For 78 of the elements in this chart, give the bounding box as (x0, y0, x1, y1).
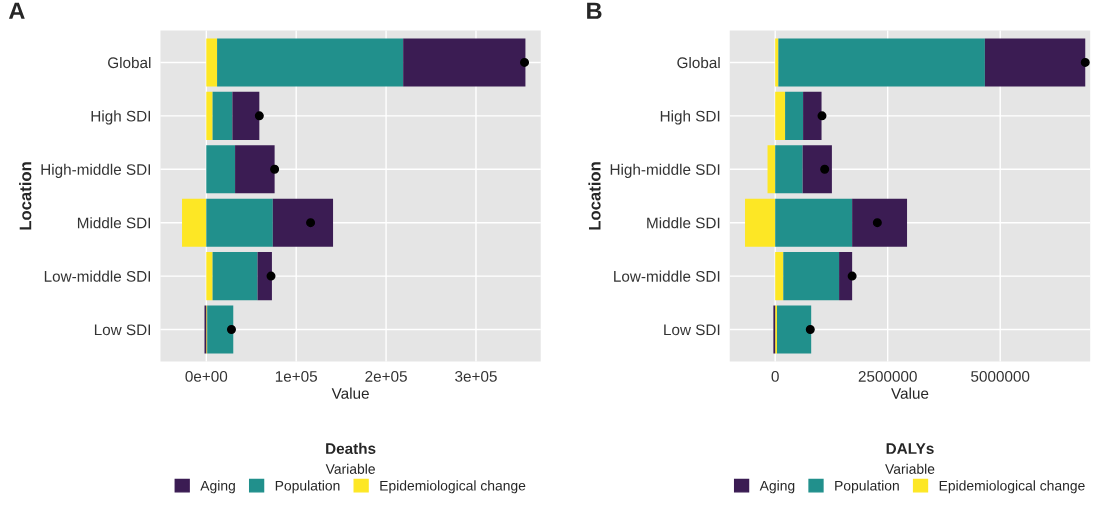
point (847, 271, 857, 281)
legend-label: Aging (759, 480, 795, 494)
bar (984, 38, 1086, 87)
bar (206, 38, 218, 87)
y-tick-label: Low SDI (94, 324, 151, 336)
y-tick-label: High-middle SDI (610, 163, 720, 178)
x-axis-title: Value (331, 387, 369, 399)
y-tick-label: Middle SDI (77, 217, 151, 229)
bar (839, 252, 853, 301)
bar (775, 252, 784, 301)
bar (802, 145, 832, 194)
bar (776, 305, 812, 354)
y-axis-title: Location (19, 162, 32, 230)
bar (767, 145, 776, 194)
legend-label: Population (275, 480, 340, 494)
bar (212, 91, 233, 140)
y-tick-label: Low-middle SDI (44, 270, 151, 282)
x-axis-title: Value (891, 387, 929, 399)
bar (212, 252, 258, 301)
legend-label: Aging (200, 480, 235, 494)
y-axis-title: Location (588, 162, 601, 230)
point (520, 57, 530, 67)
y-tick-label: Global (677, 56, 720, 69)
bar (803, 91, 822, 140)
bar (217, 38, 404, 87)
legend-label: Population (835, 480, 899, 494)
y-tick-label: High SDI (91, 110, 151, 125)
x-tick-label: 2500000 (858, 370, 917, 382)
bar (745, 198, 776, 247)
chart-title: B (587, 2, 602, 19)
y-tick-label: Low SDI (664, 324, 720, 336)
point (817, 111, 827, 121)
chart-title: A (8, 2, 25, 19)
bar (206, 198, 273, 247)
y-tick-label: High-middle SDI (41, 163, 151, 178)
bar (775, 198, 853, 247)
point (805, 325, 815, 335)
bar (775, 145, 803, 194)
bar (852, 198, 908, 247)
x-tick-label: 5000000 (971, 370, 1030, 382)
point (306, 218, 316, 228)
legend-label: Epidemiological change (939, 480, 1085, 494)
point (266, 271, 276, 281)
bar (403, 38, 526, 87)
y-tick-label: Low-middle SDI (614, 270, 720, 282)
bar (232, 91, 260, 140)
text: DALYs (886, 443, 934, 454)
bar (783, 252, 840, 301)
y-tick-label: Middle SDI (647, 217, 720, 229)
text: Deaths (326, 442, 376, 454)
bar (206, 252, 213, 301)
legend-title: Variable (325, 463, 375, 474)
bar (206, 145, 236, 194)
bar (775, 91, 786, 140)
x-tick-label: 0e+00 (185, 370, 228, 382)
x-tick-label: 3e+05 (455, 370, 497, 382)
point (820, 164, 830, 174)
y-tick-label: High SDI (660, 110, 720, 125)
legend-label: Epidemiological change (380, 480, 526, 494)
point (872, 218, 882, 228)
bar (206, 91, 213, 140)
legend-title: Variable (885, 463, 935, 474)
x-tick-label: 1e+05 (275, 370, 318, 382)
bar (778, 38, 985, 87)
bar (207, 305, 234, 354)
bar (257, 252, 272, 301)
bar (785, 91, 804, 140)
point (1080, 57, 1090, 67)
bar (775, 38, 779, 87)
point (254, 111, 264, 121)
bar (235, 145, 275, 194)
y-tick-label: Global (108, 56, 151, 69)
x-tick-label: 0 (771, 370, 779, 382)
point (270, 164, 280, 174)
bar (272, 198, 334, 247)
point (226, 325, 236, 335)
bar (182, 198, 207, 247)
x-tick-label: 2e+05 (365, 370, 407, 382)
